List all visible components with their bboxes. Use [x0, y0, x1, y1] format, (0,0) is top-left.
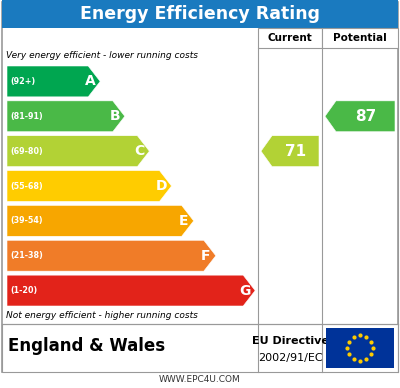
Bar — [2, 324, 398, 372]
Text: (92+): (92+) — [10, 77, 35, 86]
Bar — [322, 28, 398, 48]
Text: (21-38): (21-38) — [10, 251, 43, 260]
Text: C: C — [134, 144, 144, 158]
Text: Energy Efficiency Rating: Energy Efficiency Rating — [80, 5, 320, 23]
Polygon shape — [7, 275, 255, 306]
Polygon shape — [7, 240, 216, 271]
Text: 71: 71 — [285, 144, 306, 159]
Text: Very energy efficient - lower running costs: Very energy efficient - lower running co… — [6, 52, 198, 61]
Text: WWW.EPC4U.COM: WWW.EPC4U.COM — [159, 374, 241, 383]
Text: (81-91): (81-91) — [10, 112, 43, 121]
Text: Potential: Potential — [333, 33, 387, 43]
Text: England & Wales: England & Wales — [8, 337, 165, 355]
Text: (69-80): (69-80) — [10, 147, 43, 156]
Bar — [258, 28, 322, 48]
Text: Current: Current — [268, 33, 312, 43]
Polygon shape — [325, 101, 395, 132]
Text: 2002/91/EC: 2002/91/EC — [258, 353, 322, 363]
Text: (55-68): (55-68) — [10, 182, 43, 191]
Text: (39-54): (39-54) — [10, 217, 43, 225]
Text: (1-20): (1-20) — [10, 286, 37, 295]
Text: 87: 87 — [355, 109, 376, 124]
Polygon shape — [7, 66, 100, 97]
Text: A: A — [85, 74, 96, 88]
Polygon shape — [7, 101, 125, 132]
Text: B: B — [110, 109, 120, 123]
Text: F: F — [201, 249, 210, 263]
Text: D: D — [156, 179, 167, 193]
Polygon shape — [261, 136, 319, 166]
Polygon shape — [7, 171, 172, 201]
Bar — [2, 0, 398, 28]
Text: G: G — [240, 284, 251, 298]
Bar — [326, 328, 394, 368]
Polygon shape — [7, 136, 149, 166]
Text: EU Directive: EU Directive — [252, 336, 328, 346]
Polygon shape — [7, 205, 194, 236]
Text: Not energy efficient - higher running costs: Not energy efficient - higher running co… — [6, 312, 198, 320]
Text: E: E — [179, 214, 188, 228]
